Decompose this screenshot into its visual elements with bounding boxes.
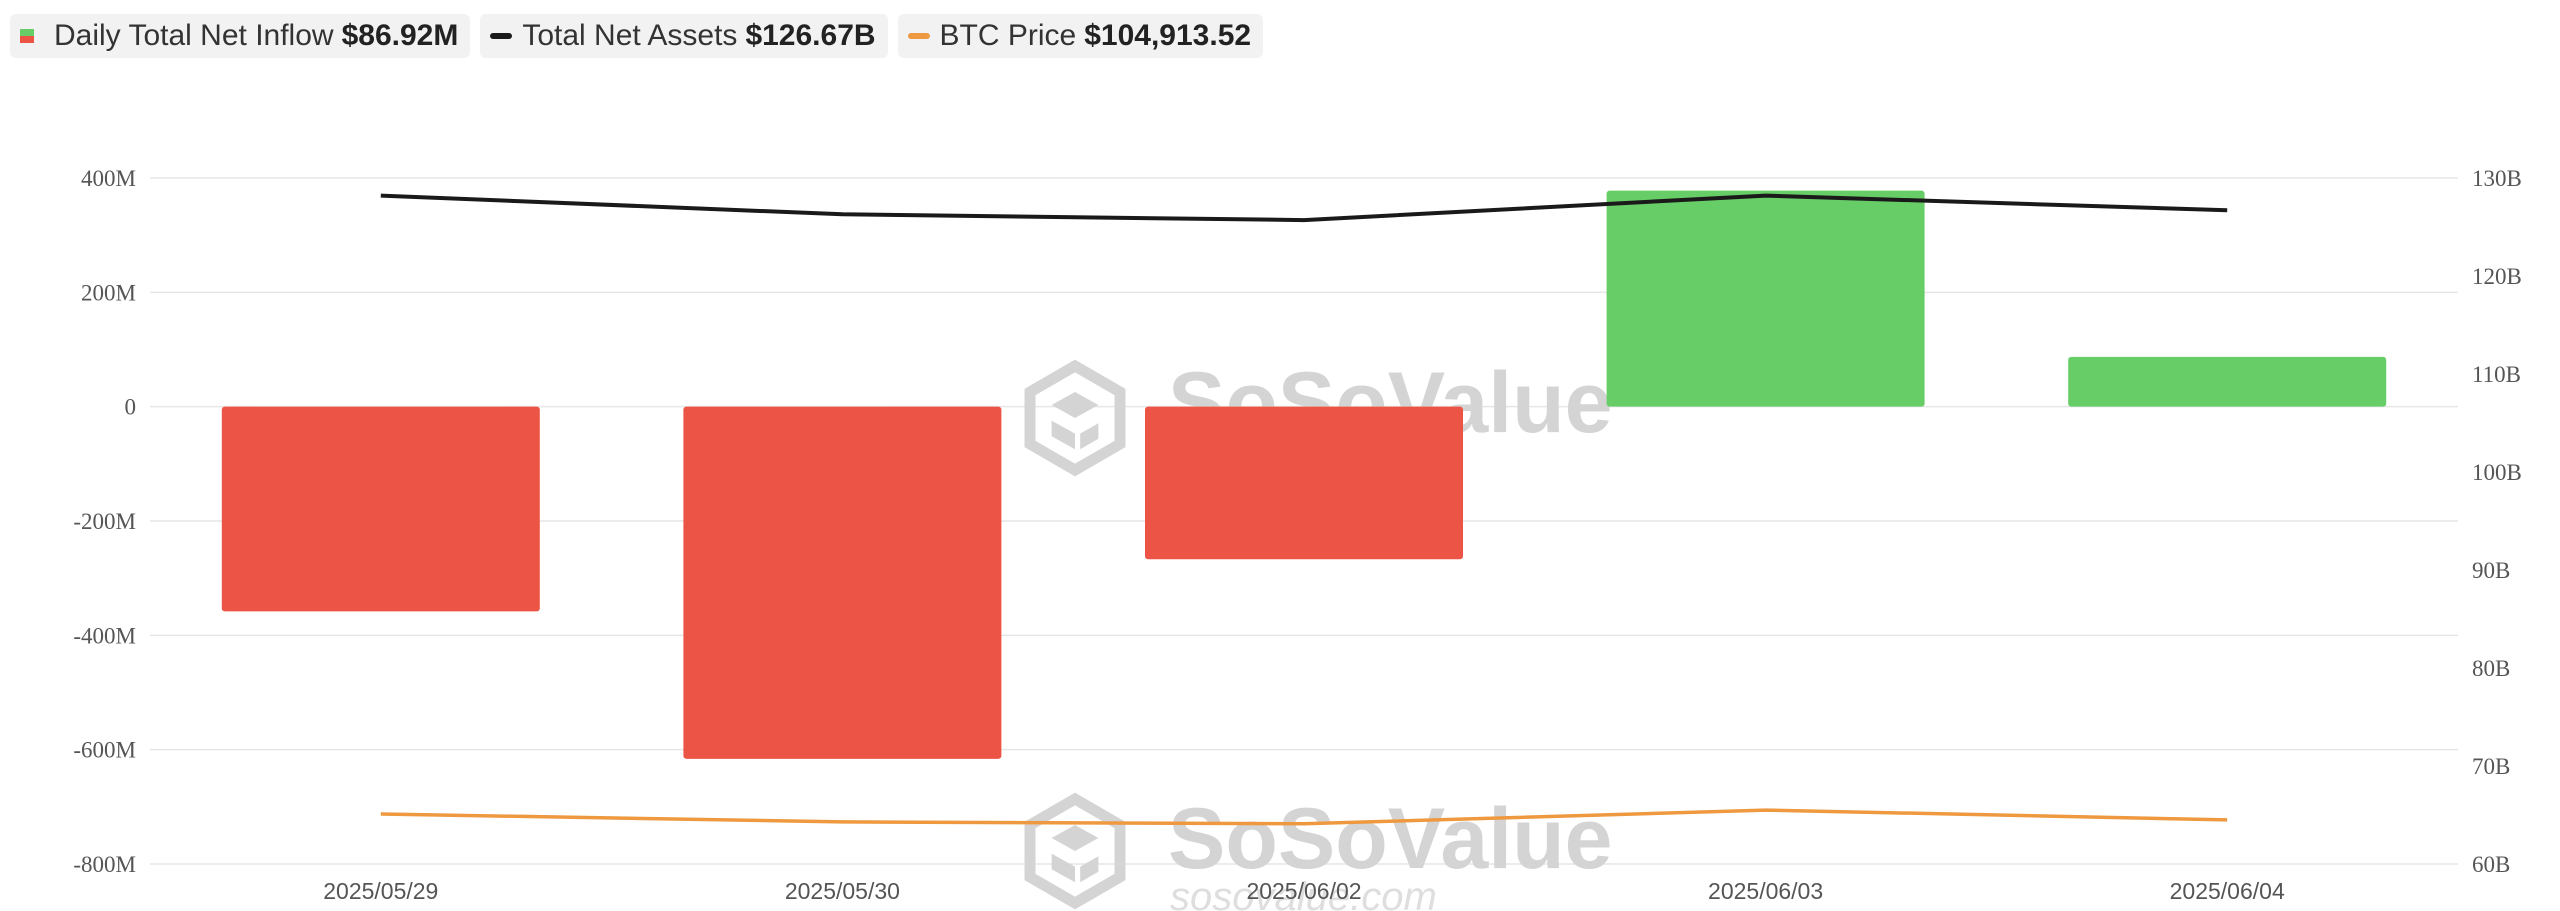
bar-net-inflow xyxy=(2068,356,2387,407)
x-tick-label: 2025/06/03 xyxy=(1708,878,1823,904)
swatch-negative xyxy=(20,36,34,43)
y-left-tick-label: 400M xyxy=(81,166,136,191)
bar-net-inflow xyxy=(683,406,1002,759)
logo-facet xyxy=(1080,856,1099,883)
line-total-net-assets xyxy=(380,193,2228,223)
legend-value-total-net-assets: $126.67B xyxy=(745,19,876,52)
line-btc-price xyxy=(380,808,2228,826)
y-right-tick-label: 60B xyxy=(2472,852,2510,877)
watermark-subtext: sosovalue.com xyxy=(1170,875,1437,911)
logo-hexagon xyxy=(1024,792,1126,910)
logo-facet xyxy=(1080,423,1099,450)
bar-net-inflow xyxy=(1145,406,1463,560)
legend-label-btc-price: BTC Price xyxy=(939,19,1077,52)
legend-item-net-inflow[interactable]: Daily Total Net Inflow $86.92M xyxy=(10,14,471,58)
legend-item-btc-price[interactable]: BTC Price $104,913.52 xyxy=(897,14,1264,58)
bar-swatch-icon xyxy=(20,29,34,43)
y-right-tick-label: 80B xyxy=(2472,656,2510,681)
legend-label-total-net-assets: Total Net Assets xyxy=(522,19,738,52)
logo-facet xyxy=(1051,825,1099,851)
y-right-tick-label: 120B xyxy=(2472,264,2522,289)
logo-facet xyxy=(1051,420,1075,450)
y-left-tick-label: 0 xyxy=(125,395,137,420)
y-left-tick-label: -800M xyxy=(73,852,136,877)
logo-facet xyxy=(1051,853,1075,883)
bar-net-inflow xyxy=(1606,190,1925,407)
x-tick-label: 2025/06/04 xyxy=(2170,878,2285,904)
y-left-tick-label: -200M xyxy=(73,509,136,534)
sosovalue-logo-icon xyxy=(1024,359,1126,477)
y-right-tick-label: 70B xyxy=(2472,754,2510,779)
x-tick-label: 2025/06/02 xyxy=(1246,878,1361,904)
y-axis-right: 130B 120B 110B 100B 90B 80B 70B 60B xyxy=(2472,166,2522,877)
swatch-positive xyxy=(20,29,34,36)
y-right-tick-label: 110B xyxy=(2472,362,2521,387)
y-left-tick-label: -400M xyxy=(73,623,136,648)
line-swatch-icon xyxy=(907,33,930,39)
legend-item-total-net-assets[interactable]: Total Net Assets $126.67B xyxy=(480,14,888,58)
line-swatch-icon xyxy=(490,33,513,39)
y-right-tick-label: 100B xyxy=(2472,460,2522,485)
legend: Daily Total Net Inflow $86.92M Total Net… xyxy=(10,14,1264,58)
line-series xyxy=(380,193,2228,826)
y-left-tick-label: -600M xyxy=(73,738,136,763)
sosovalue-logo-icon xyxy=(1024,792,1126,910)
y-right-tick-label: 90B xyxy=(2472,558,2510,583)
x-tick-label: 2025/05/29 xyxy=(323,878,438,904)
y-axis-left: 400M 200M 0 -200M -400M -600M -800M xyxy=(73,166,136,877)
legend-label-net-inflow: Daily Total Net Inflow xyxy=(54,19,334,52)
x-axis: 2025/05/29 2025/05/30 2025/06/02 2025/06/03… xyxy=(323,878,2285,904)
y-right-tick-label: 130B xyxy=(2472,166,2522,191)
x-tick-label: 2025/05/30 xyxy=(785,878,900,904)
logo-facet xyxy=(1051,392,1099,418)
watermark-text: SoSoValue xyxy=(1168,791,1613,887)
logo-hexagon xyxy=(1024,359,1126,477)
bar-series xyxy=(221,190,2387,759)
bar-net-inflow xyxy=(221,406,540,612)
y-left-tick-label: 200M xyxy=(81,280,136,305)
legend-value-net-inflow: $86.92M xyxy=(341,19,459,52)
legend-value-btc-price: $104,913.52 xyxy=(1084,19,1252,52)
